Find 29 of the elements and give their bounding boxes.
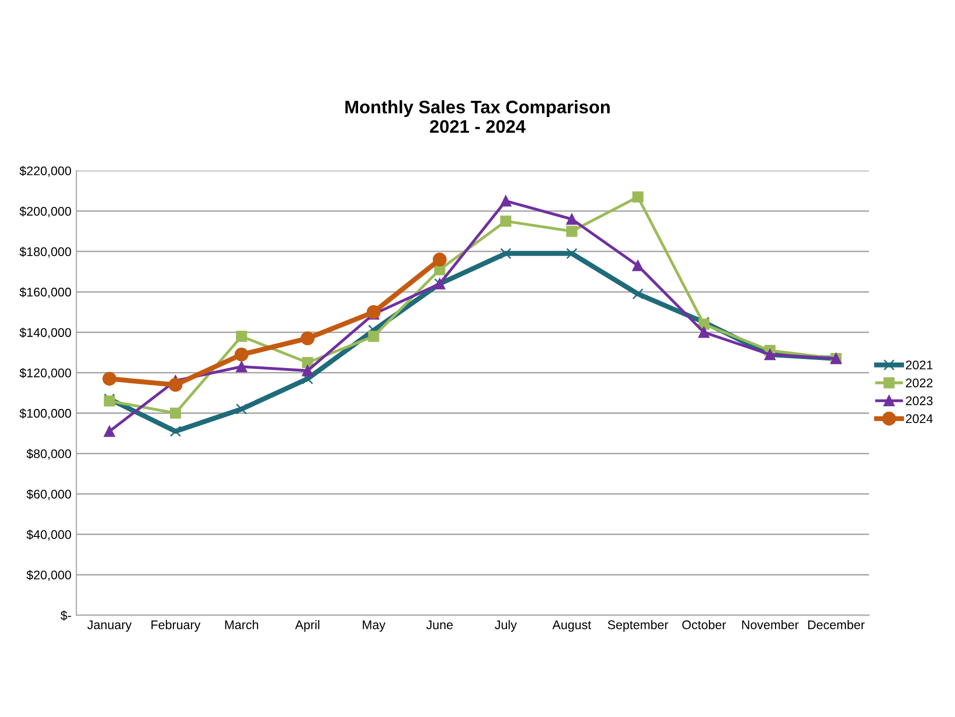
x-tick-label: June <box>426 620 453 630</box>
x-tick-label: August <box>552 620 592 632</box>
y-tick-label: $200,000 <box>20 206 72 218</box>
x-tick-label: July <box>494 620 517 632</box>
legend-label: 2022 <box>906 378 932 388</box>
y-tick-label: $80,000 <box>26 448 72 460</box>
y-tick-label: $140,000 <box>20 328 72 338</box>
y-tick-label: $220,000 <box>20 166 72 177</box>
legend-label: 2021 <box>906 360 932 370</box>
x-tick-label: May <box>362 620 386 632</box>
y-tick-label: $60,000 <box>26 489 72 500</box>
y-tick-label: $180,000 <box>20 246 72 258</box>
y-tick-label: $100,000 <box>20 408 72 420</box>
x-tick-label: November <box>742 620 799 630</box>
x-tick-label: December <box>808 620 865 630</box>
x-tick-label: February <box>152 620 200 632</box>
x-tick-label: September <box>608 620 668 632</box>
y-tick-label: $20,000 <box>26 570 72 581</box>
chart-title: Monthly Sales Tax Comparison 2021 - 2024 <box>345 100 610 133</box>
legend-label: 2024 <box>906 414 933 424</box>
legend-label: 2023 <box>906 396 933 406</box>
y-tick-label: $- <box>60 610 71 621</box>
x-tick-label: March <box>225 620 258 630</box>
x-tick-label: October <box>682 620 726 630</box>
y-tick-label: $40,000 <box>26 530 72 540</box>
x-tick-label: April <box>295 620 320 632</box>
x-tick-label: January <box>87 620 132 632</box>
y-tick-label: $120,000 <box>20 368 72 379</box>
y-tick-label: $160,000 <box>20 287 72 298</box>
